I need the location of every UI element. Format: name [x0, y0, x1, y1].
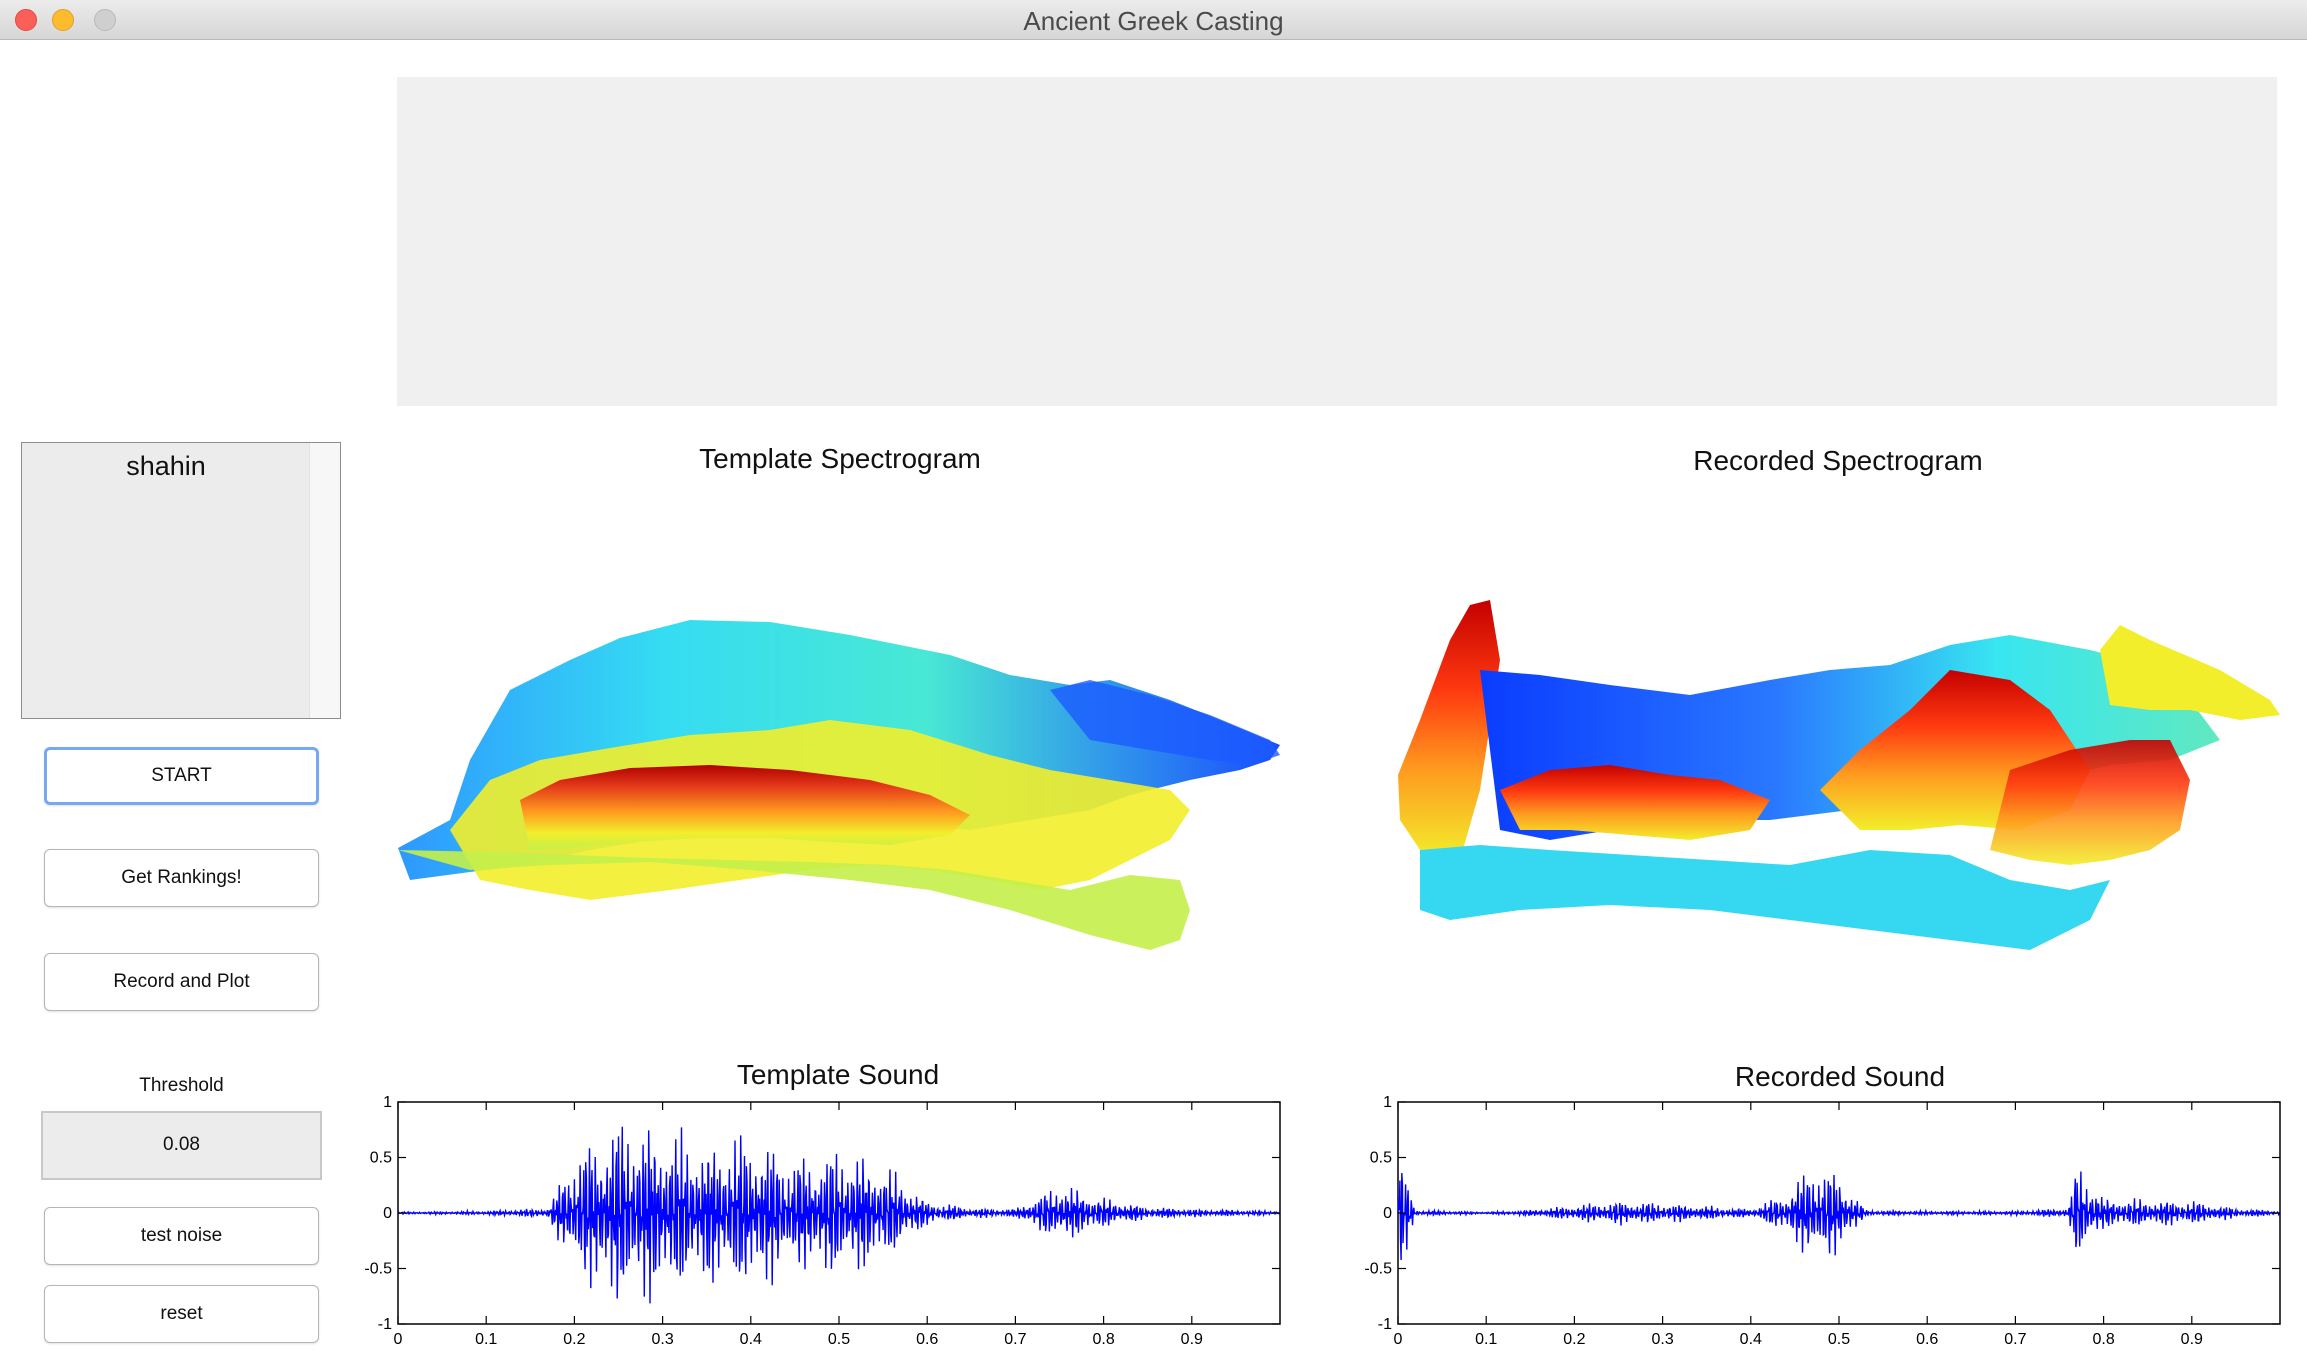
x-tick-label: 0.2: [1563, 1331, 1585, 1348]
template-spectrogram-title: Template Spectrogram: [699, 443, 981, 474]
x-tick-label: 0.8: [2092, 1331, 2114, 1348]
get-rankings-button[interactable]: Get Rankings!: [44, 849, 319, 907]
start-button[interactable]: START: [44, 747, 319, 805]
x-tick-label: 0.6: [916, 1331, 938, 1348]
x-tick-label: 0.7: [2004, 1331, 2026, 1348]
list-item[interactable]: shahin: [126, 451, 206, 481]
template-sound-title: Template Sound: [736, 1059, 940, 1090]
y-tick-label: 0.5: [1370, 1150, 1392, 1167]
banner-panel: [397, 77, 2277, 406]
y-tick-label: -1: [378, 1316, 392, 1333]
name-listbox[interactable]: shahin: [21, 442, 341, 719]
y-tick-label: -0.5: [364, 1261, 392, 1278]
x-tick-label: 0.1: [1475, 1331, 1497, 1348]
template-sound-chart: 0 0.1 0.2 0.3 0.4 0.5 0.6 0.7 0.8 0.9 1 0.5 0 -0.5 -1: [364, 1094, 1281, 1348]
x-tick-label: 0.8: [1092, 1331, 1114, 1348]
y-tick-label: 1: [1383, 1094, 1392, 1111]
x-tick-label: 0.9: [2181, 1331, 2203, 1348]
x-tick-label: 0.4: [1740, 1331, 1762, 1348]
reset-button[interactable]: reset: [44, 1285, 319, 1343]
y-tick-label: 0: [1383, 1205, 1392, 1222]
x-tick-label: 0.1: [475, 1331, 497, 1348]
y-tick-label: 1: [383, 1094, 392, 1111]
threshold-label: Threshold: [139, 1075, 224, 1096]
y-tick-label: 0.5: [370, 1150, 392, 1167]
recorded-spectrogram-plot: [1398, 600, 2280, 950]
waveform-series: [397, 1126, 1281, 1304]
list-scrollbar[interactable]: [309, 443, 340, 718]
maximize-window-icon[interactable]: [94, 9, 116, 31]
x-tick-label: 0.3: [651, 1331, 673, 1348]
close-window-icon[interactable]: [15, 9, 37, 31]
x-tick-label: 0: [394, 1331, 403, 1348]
recorded-sound-chart: 0 0.1 0.2 0.3 0.4 0.5 0.6 0.7 0.8 0.9 1 0.5 0 -0.5 -1: [1364, 1094, 2281, 1348]
recorded-sound-title: Recorded Sound: [1734, 1061, 1946, 1092]
window-title: Ancient Greek Casting: [1023, 6, 1284, 36]
x-tick-label: 0.9: [1181, 1331, 1203, 1348]
template-spectrogram-plot: [398, 620, 1280, 950]
x-tick-label: 0.3: [1651, 1331, 1673, 1348]
y-tick-label: 0: [383, 1205, 392, 1222]
x-tick-label: 0.2: [563, 1331, 585, 1348]
y-tick-label: -0.5: [1364, 1261, 1392, 1278]
waveform-series: [1397, 1171, 2281, 1261]
x-tick-label: 0.4: [740, 1331, 762, 1348]
x-tick-label: 0.5: [828, 1331, 850, 1348]
recorded-spectrogram-title: Recorded Spectrogram: [1693, 445, 1983, 476]
record-and-plot-button[interactable]: Record and Plot: [44, 953, 319, 1011]
threshold-input[interactable]: 0.08: [41, 1111, 322, 1180]
x-tick-label: 0.6: [1916, 1331, 1938, 1348]
x-tick-label: 0.5: [1828, 1331, 1850, 1348]
title-bar: Ancient Greek Casting: [0, 0, 2307, 40]
x-tick-label: 0.7: [1004, 1331, 1026, 1348]
test-noise-button[interactable]: test noise: [44, 1207, 319, 1265]
x-tick-label: 0: [1394, 1331, 1403, 1348]
y-tick-label: -1: [1378, 1316, 1392, 1333]
minimize-window-icon[interactable]: [52, 9, 74, 31]
